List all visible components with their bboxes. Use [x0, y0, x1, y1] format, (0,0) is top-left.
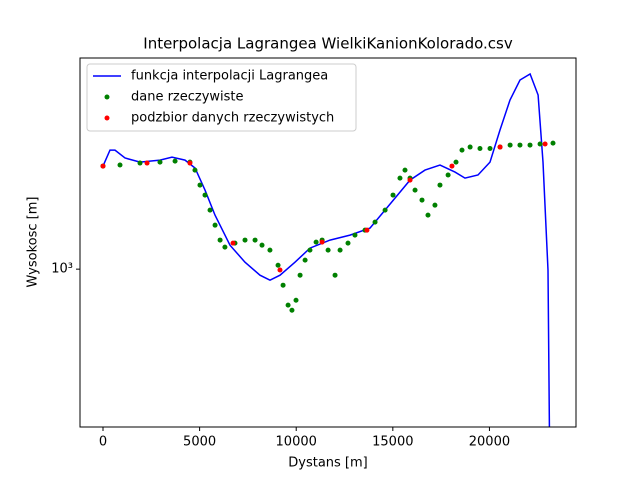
data-point — [453, 159, 459, 165]
data-point — [352, 232, 358, 238]
data-point — [297, 272, 303, 278]
data-point — [313, 239, 319, 245]
data-point — [372, 219, 378, 225]
x-tick-label: 15000 — [372, 435, 413, 450]
data-point — [207, 207, 213, 213]
data-point — [332, 272, 338, 278]
x-axis-label: Dystans [m] — [288, 456, 368, 471]
legend-label: funkcja interpolacji Lagrangea — [131, 69, 328, 84]
data-point — [117, 162, 123, 168]
data-point — [277, 267, 283, 273]
axes-frame — [79, 57, 577, 428]
data-point — [144, 160, 150, 166]
legend-swatch — [104, 94, 110, 100]
data-point — [100, 163, 106, 169]
data-point — [267, 247, 273, 253]
data-point — [242, 237, 248, 243]
y-axis-label: Wysokosc [m] — [26, 197, 41, 288]
plot-area — [100, 72, 556, 427]
data-point — [412, 187, 418, 193]
data-point — [222, 244, 228, 250]
data-point — [527, 142, 533, 148]
data-point — [252, 237, 258, 243]
interpolation-line — [102, 72, 551, 427]
data-point — [192, 167, 198, 173]
data-point — [302, 257, 308, 263]
legend-label: podzbior danych rzeczywistych — [131, 111, 334, 126]
data-point — [477, 146, 483, 152]
chart-title: Interpolacja Lagrangea WielkiKanionKolor… — [143, 35, 513, 53]
data-point — [402, 167, 408, 173]
x-tick-label: 10000 — [276, 435, 317, 450]
data-point — [445, 172, 451, 178]
data-point — [459, 147, 465, 153]
data-point — [382, 207, 388, 213]
data-point — [280, 282, 286, 288]
data-point — [449, 163, 455, 169]
data-point — [397, 175, 403, 181]
x-tick-label: 0 — [99, 435, 107, 450]
data-point — [407, 177, 413, 183]
data-point — [437, 182, 443, 188]
data-point — [432, 202, 438, 208]
data-point — [137, 160, 143, 166]
legend-box — [86, 63, 357, 132]
data-point — [497, 144, 503, 150]
data-point — [507, 142, 513, 148]
data-point — [325, 247, 331, 253]
data-point — [390, 192, 396, 198]
data-point — [202, 192, 208, 198]
y-tick-label: 10³ — [51, 262, 73, 277]
data-point — [542, 141, 548, 147]
data-point — [275, 262, 281, 268]
x-tick-label: 5000 — [183, 435, 216, 450]
data-point — [293, 297, 299, 303]
data-point — [537, 141, 543, 147]
data-point — [157, 159, 163, 165]
data-point — [337, 247, 343, 253]
legend-label: dane rzeczywiste — [131, 90, 244, 105]
data-point — [364, 227, 370, 233]
data-point — [285, 302, 291, 308]
data-point — [419, 197, 425, 203]
data-point — [307, 247, 313, 253]
data-point — [517, 142, 523, 148]
data-point — [345, 240, 351, 246]
data-point — [550, 140, 556, 146]
data-point — [467, 144, 473, 150]
data-point — [487, 146, 493, 152]
data-point — [197, 182, 203, 188]
data-point — [217, 237, 223, 243]
data-point — [425, 212, 431, 218]
data-point — [172, 158, 178, 164]
legend-swatch — [104, 115, 110, 121]
data-point — [230, 240, 236, 246]
data-point — [187, 160, 193, 166]
x-tick-label: 20000 — [469, 435, 510, 450]
data-point — [319, 239, 325, 245]
data-point — [289, 307, 295, 313]
data-point — [259, 242, 265, 248]
data-point — [212, 222, 218, 228]
